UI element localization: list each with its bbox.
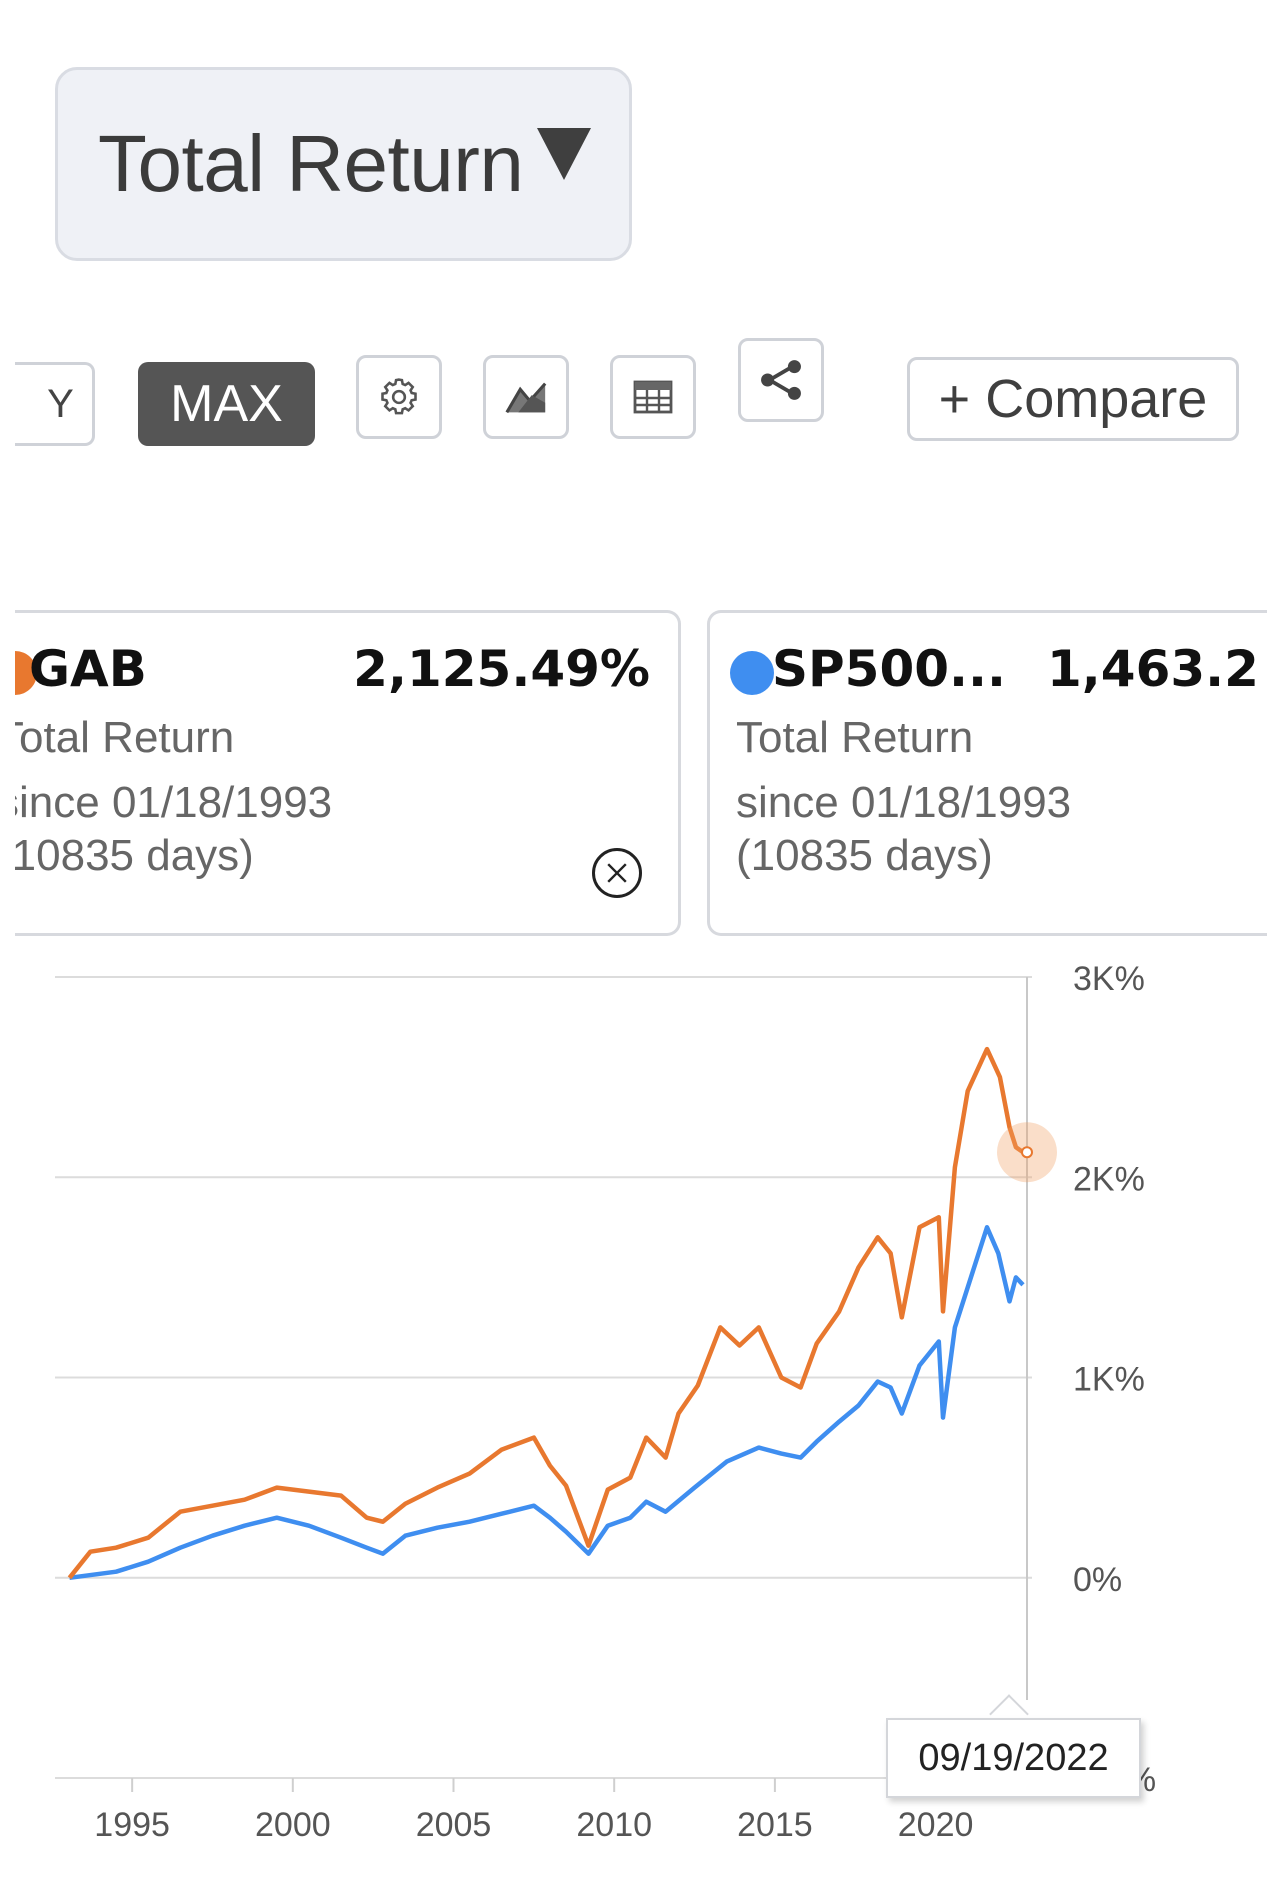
series-card-gab[interactable]: GAB 2,125.49% Total Return since 01/18/1… [15,610,681,936]
x-tick-label: 2010 [576,1806,652,1844]
x-tick-label: 1995 [94,1806,170,1844]
share-button[interactable] [738,338,824,422]
series-days: (10835 days) [15,831,254,880]
series-ticker: SP500... [772,640,1007,698]
metric-dropdown[interactable]: Total Return [55,67,632,261]
chart-type-icon [505,382,547,414]
series-value: 1,463.2 [1047,640,1259,698]
series-days: (10835 days) [736,831,993,880]
range-button-label: Y [47,381,74,426]
x-tick-label: 2000 [255,1806,331,1844]
table-view-button[interactable] [610,355,696,439]
series-metric: Total Return [736,713,974,762]
series-since: since 01/18/1993 [736,778,1072,827]
max-range-button[interactable]: MAX [138,362,315,446]
close-icon [607,863,627,883]
x-tick-label: 2015 [737,1806,813,1844]
x-tick-label: 2005 [416,1806,492,1844]
table-icon [633,380,673,414]
y-tick-label: 3K% [1073,960,1145,998]
caret-down-icon [537,128,592,180]
series-metric: Total Return [15,713,235,762]
crosshair-date-label: 09/19/2022 [886,1718,1141,1798]
gear-icon [381,378,417,415]
y-tick-label: 0% [1073,1561,1122,1599]
share-icon [761,360,801,400]
settings-button[interactable] [356,355,442,439]
metric-dropdown-label: Total Return [98,119,524,208]
series-color-dot [730,651,774,695]
series-line-sp500 [69,1225,1025,1581]
series-since: since 01/18/1993 [15,778,333,827]
range-button-partial[interactable]: Y [15,362,95,446]
remove-series-button[interactable] [592,848,642,898]
hover-point [1021,1146,1034,1159]
y-tick-label: 1K% [1073,1361,1145,1399]
chart-type-button[interactable] [483,355,569,439]
x-tick-label: 2020 [898,1806,974,1844]
compare-button[interactable]: + Compare [907,357,1239,441]
series-value: 2,125.49% [353,640,650,698]
series-card-sp500[interactable]: SP500... 1,463.2 Total Return since 01/1… [707,610,1267,936]
series-line-gab [67,1046,1025,1580]
series-color-dot [15,651,37,695]
y-tick-label: 2K% [1073,1160,1145,1198]
series-ticker: GAB [29,640,147,698]
